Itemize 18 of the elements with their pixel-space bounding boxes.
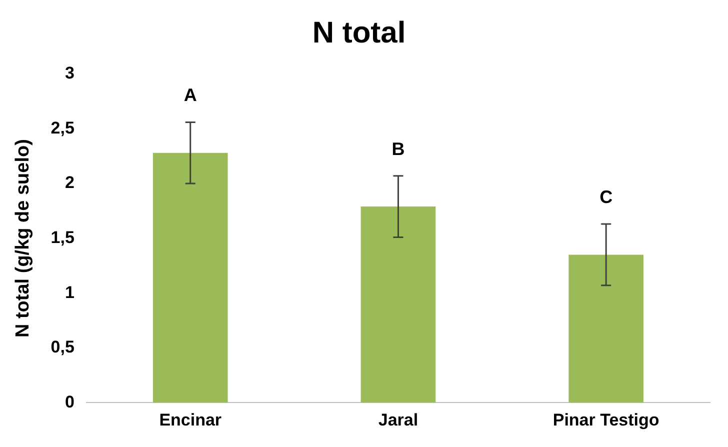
y-tick-label: 1	[64, 282, 74, 302]
bar	[152, 152, 228, 403]
y-tick-label: 0,5	[50, 338, 74, 357]
x-tick-label: Encinar	[159, 410, 222, 430]
y-tick-label: 2	[64, 173, 74, 192]
chart-title: N total	[312, 16, 406, 50]
x-tick-label: Jaral	[378, 410, 418, 430]
bar	[360, 206, 436, 403]
bar	[568, 254, 644, 403]
annotation: C	[600, 187, 613, 208]
x-tick-label: Pinar Testigo	[552, 410, 660, 430]
annotation: A	[184, 85, 197, 106]
y-tick-label: 3	[64, 64, 74, 83]
y-axis-title: N total (g/kg de suelo)	[12, 139, 34, 338]
y-tick-label: 2,5	[50, 118, 74, 138]
annotation: B	[392, 138, 405, 159]
y-tick-label: 0	[64, 392, 74, 412]
y-tick-label: 1,5	[50, 228, 74, 247]
